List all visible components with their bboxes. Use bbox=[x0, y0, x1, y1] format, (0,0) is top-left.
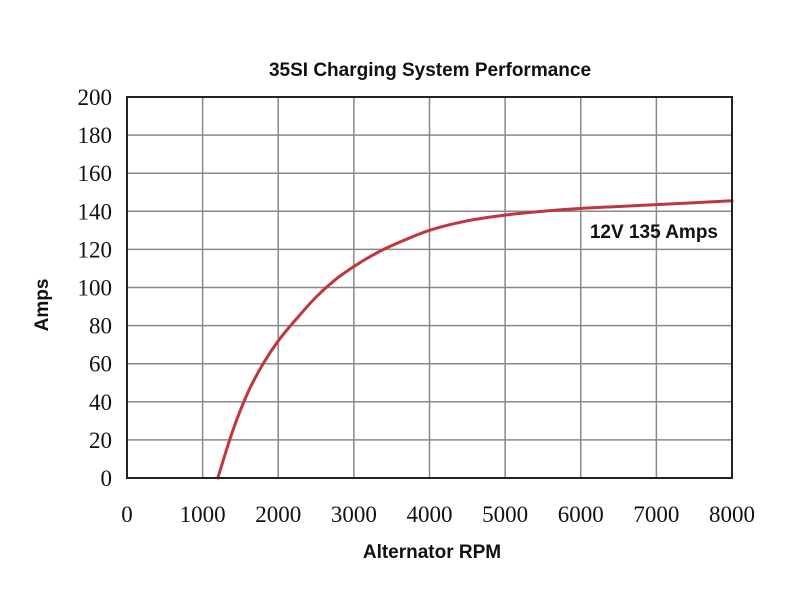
x-tick-label: 6000 bbox=[558, 502, 604, 527]
x-tick-label: 3000 bbox=[331, 502, 377, 527]
y-tick-label: 20 bbox=[89, 428, 112, 453]
y-tick-label: 100 bbox=[78, 276, 113, 301]
series-layer bbox=[216, 199, 734, 480]
x-tick-label: 2000 bbox=[255, 502, 301, 527]
y-tick-label: 120 bbox=[78, 237, 113, 262]
y-tick-label: 60 bbox=[89, 352, 112, 377]
series-annotation: 12V 135 Amps bbox=[590, 222, 718, 243]
y-tick-label: 180 bbox=[78, 123, 113, 148]
x-axis-ticks: 0 1000 2000 3000 4000 5000 6000 7000 8000 bbox=[121, 502, 755, 527]
y-tick-label: 0 bbox=[101, 466, 113, 491]
plot-frame bbox=[126, 96, 733, 479]
x-tick-label: 4000 bbox=[407, 502, 453, 527]
x-tick-label: 8000 bbox=[709, 502, 755, 527]
y-axis-title: Amps bbox=[32, 279, 53, 332]
y-tick-label: 140 bbox=[78, 199, 113, 224]
y-tick-label: 40 bbox=[89, 390, 112, 415]
y-tick-label: 80 bbox=[89, 314, 112, 339]
x-tick-label: 1000 bbox=[180, 502, 226, 527]
y-tick-label: 160 bbox=[78, 161, 113, 186]
y-tick-label: 200 bbox=[78, 85, 113, 110]
chart-title: 35SI Charging System Performance bbox=[269, 60, 591, 81]
series-line bbox=[216, 199, 734, 480]
x-tick-label: 5000 bbox=[482, 502, 528, 527]
y-axis-ticks: 0 20 40 60 80 100 120 140 160 180 200 bbox=[78, 85, 113, 491]
x-tick-label: 0 bbox=[121, 502, 133, 527]
x-tick-label: 7000 bbox=[633, 502, 679, 527]
x-axis-title: Alternator RPM bbox=[363, 542, 501, 563]
